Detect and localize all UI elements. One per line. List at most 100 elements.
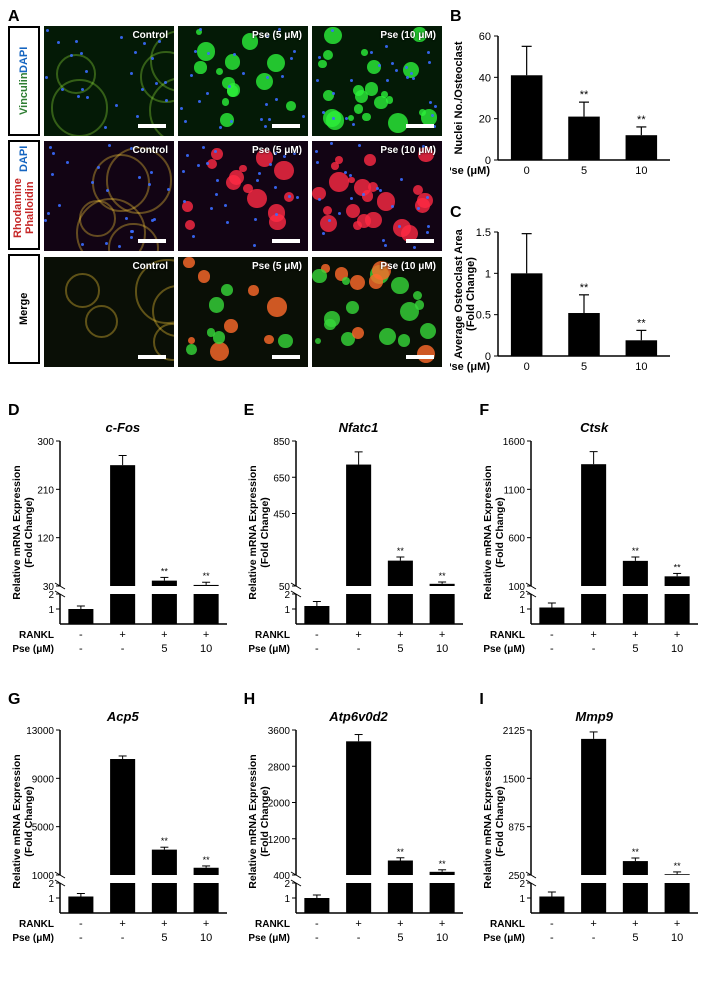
svg-text:-: - — [315, 918, 319, 930]
svg-text:Pse (μM): Pse (μM) — [450, 165, 490, 177]
svg-text:(Fold Change): (Fold Change) — [23, 497, 35, 568]
gene-title: Acp5 — [8, 709, 238, 724]
gene-panel: I Mmp9 2508751500212512****RANKLPse (μM)… — [479, 691, 709, 974]
svg-text:**: ** — [580, 89, 589, 101]
svg-text:5: 5 — [161, 643, 167, 655]
svg-text:1: 1 — [520, 605, 526, 616]
micrograph-tag: Control — [132, 30, 168, 41]
svg-text:1: 1 — [48, 894, 54, 905]
svg-text:40: 40 — [479, 72, 491, 84]
micrograph: Pse (5 μM) — [178, 257, 308, 367]
svg-text:+: + — [161, 629, 167, 641]
svg-text:**: ** — [438, 571, 446, 581]
svg-text:**: ** — [637, 317, 646, 329]
svg-text:1600: 1600 — [503, 437, 526, 448]
svg-text:+: + — [674, 629, 680, 641]
svg-text:+: + — [591, 918, 597, 930]
panel-a-wrap: A Vinculin DAPI Rhodamine Phalloidin DAPI… — [8, 8, 442, 392]
svg-text:RANKL: RANKL — [255, 630, 290, 641]
svg-text:1: 1 — [520, 894, 526, 905]
micrograph: Pse (10 μM) — [312, 26, 442, 136]
gene-chart: 1006001100160012****RANKLPse (μM)--+-+5+… — [479, 435, 704, 685]
svg-text:**: ** — [632, 847, 640, 857]
gene-chart: 1000500090001300012****RANKLPse (μM)--+-… — [8, 724, 233, 974]
svg-text:**: ** — [161, 836, 169, 846]
svg-text:5: 5 — [633, 932, 639, 944]
micrograph: Control — [44, 141, 174, 251]
gene-panel: F Ctsk 1006001100160012****RANKLPse (μM)… — [479, 402, 709, 685]
panel-letter-a: A — [8, 8, 442, 26]
panel-letter: F — [479, 402, 709, 420]
gene-title: Nfatc1 — [244, 420, 474, 435]
svg-text:Average Osteoclast Area: Average Osteoclast Area — [453, 228, 465, 358]
svg-text:**: ** — [580, 282, 589, 294]
svg-text:5: 5 — [581, 165, 587, 177]
svg-text:2: 2 — [520, 879, 526, 890]
svg-text:10: 10 — [436, 643, 448, 655]
micrograph-tag: Pse (10 μM) — [380, 261, 436, 272]
panel-letter: H — [244, 691, 474, 709]
svg-text:**: ** — [632, 546, 640, 556]
svg-text:(Fold Change): (Fold Change) — [494, 497, 506, 568]
gene-chart: 5045065085012****RANKLPse (μM)--+-+5+10 … — [244, 435, 469, 685]
svg-text:0.5: 0.5 — [476, 310, 491, 322]
panel-b-wrap: B 02040600**5**10 Nuclei No./Osteoclast … — [450, 8, 680, 196]
micrograph-tag: Pse (10 μM) — [380, 145, 436, 156]
svg-text:650: 650 — [273, 473, 290, 484]
svg-text:-: - — [121, 932, 125, 944]
svg-text:-: - — [550, 918, 554, 930]
svg-text:RANKL: RANKL — [490, 919, 525, 930]
svg-text:9000: 9000 — [32, 774, 55, 785]
micrograph-tag: Control — [132, 261, 168, 272]
svg-text:-: - — [356, 932, 360, 944]
gene-panel: D c-Fos 3012021030012****RANKLPse (μM)--… — [8, 402, 238, 685]
svg-text:(Fold Change): (Fold Change) — [494, 786, 506, 857]
svg-text:Relative mRNA Expression: Relative mRNA Expression — [247, 465, 259, 599]
svg-text:+: + — [591, 629, 597, 641]
micrograph: Pse (10 μM) — [312, 257, 442, 367]
gene-panel: E Nfatc1 5045065085012****RANKLPse (μM)-… — [244, 402, 474, 685]
scale-bar — [406, 124, 434, 128]
micrograph: Pse (10 μM) — [312, 141, 442, 251]
micrograph-tag: Control — [132, 145, 168, 156]
svg-text:Pse (μM): Pse (μM) — [12, 933, 54, 944]
svg-text:**: ** — [203, 855, 211, 865]
svg-text:5000: 5000 — [32, 823, 55, 834]
svg-text:0: 0 — [524, 361, 530, 373]
svg-text:+: + — [355, 629, 361, 641]
svg-text:**: ** — [674, 562, 682, 572]
row-label: Rhodamine Phalloidin DAPI — [8, 140, 40, 250]
row-label: Vinculin DAPI — [8, 26, 40, 136]
panel-letter: G — [8, 691, 238, 709]
scale-bar — [406, 355, 434, 359]
micrograph-tag: Pse (5 μM) — [252, 145, 302, 156]
svg-text:Nuclei No./Osteoclast: Nuclei No./Osteoclast — [453, 41, 465, 154]
svg-text:-: - — [315, 629, 319, 641]
panel-letter: E — [244, 402, 474, 420]
svg-text:1500: 1500 — [503, 774, 526, 785]
svg-text:-: - — [592, 932, 596, 944]
svg-text:5: 5 — [161, 932, 167, 944]
svg-text:Pse (μM): Pse (μM) — [450, 361, 490, 373]
micrograph: Pse (5 μM) — [178, 26, 308, 136]
svg-text:1100: 1100 — [504, 485, 526, 496]
svg-text:2: 2 — [48, 590, 54, 601]
svg-text:2: 2 — [284, 590, 290, 601]
svg-text:2800: 2800 — [267, 762, 290, 773]
svg-text:450: 450 — [273, 510, 290, 521]
svg-text:1200: 1200 — [267, 835, 290, 846]
svg-text:+: + — [203, 629, 209, 641]
svg-text:-: - — [550, 932, 554, 944]
svg-text:1: 1 — [284, 894, 290, 905]
svg-text:10: 10 — [671, 643, 683, 655]
svg-text:875: 875 — [509, 823, 526, 834]
svg-text:-: - — [315, 643, 319, 655]
svg-text:1: 1 — [485, 268, 491, 280]
svg-text:2000: 2000 — [267, 799, 290, 810]
svg-text:**: ** — [161, 566, 169, 576]
svg-text:Relative mRNA Expression: Relative mRNA Expression — [482, 754, 494, 888]
svg-text:-: - — [592, 643, 596, 655]
scale-bar — [272, 124, 300, 128]
svg-text:850: 850 — [273, 437, 290, 448]
gene-panel: G Acp5 1000500090001300012****RANKLPse (… — [8, 691, 238, 974]
